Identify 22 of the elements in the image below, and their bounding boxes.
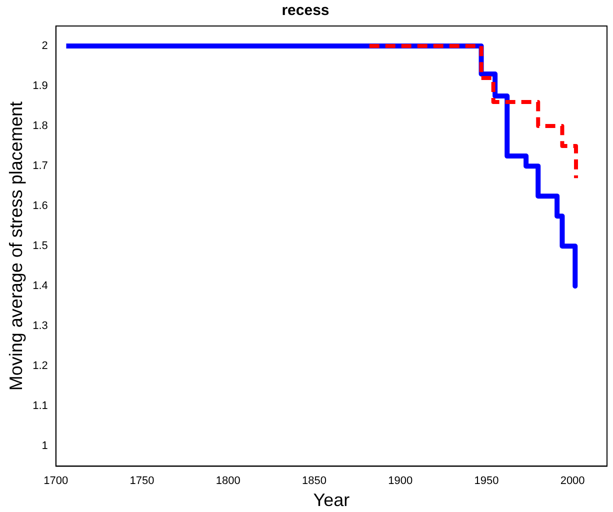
x-tick-label: 1700 — [44, 474, 68, 487]
x-tick-label: 1900 — [388, 474, 413, 487]
chart-title: recess — [282, 2, 330, 20]
y-tick-label: 2 — [42, 40, 48, 52]
x-axis-title: Year — [313, 490, 350, 510]
x-tick-label: 1800 — [216, 474, 240, 487]
y-tick-label: 1 — [42, 440, 48, 452]
x-tick-label: 1850 — [302, 474, 326, 487]
y-tick-label: 1.4 — [32, 280, 48, 292]
y-tick-label: 1.8 — [32, 120, 48, 132]
y-tick-label: 1.1 — [32, 400, 48, 412]
y-tick-label: 1.9 — [32, 80, 48, 92]
y-axis-title: Moving average of stress placement — [6, 102, 26, 391]
y-tick-label: 1.6 — [32, 200, 48, 212]
line-series — [367, 44, 578, 180]
x-tick-label: 2000 — [560, 474, 585, 487]
y-tick-label: 1.5 — [32, 240, 48, 252]
x-tick-label: 1950 — [474, 474, 499, 487]
y-tick-label: 1.3 — [32, 320, 48, 332]
y-tick-label: 1.2 — [32, 360, 48, 372]
y-tick-label: 1.7 — [32, 160, 48, 172]
x-tick-label: 1750 — [130, 474, 154, 487]
